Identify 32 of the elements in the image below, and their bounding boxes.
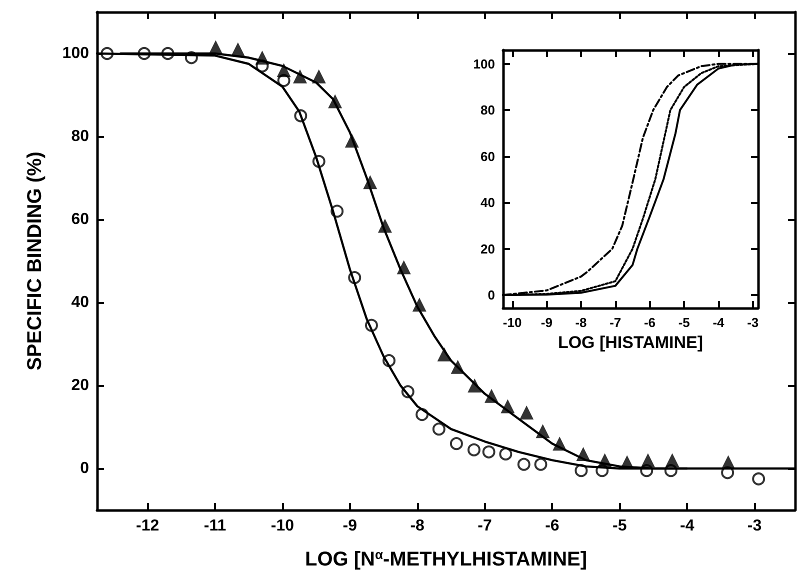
y-tick-label: 100: [473, 56, 495, 72]
x-tick-label: -7: [610, 315, 622, 330]
x-tick-label: -3: [747, 315, 759, 330]
y-tick-label: 80: [71, 128, 90, 145]
y-tick-label: 60: [480, 148, 495, 164]
x-tick-label: -9: [342, 518, 358, 534]
x-tick-label: -3: [747, 518, 762, 534]
y-tick-label: 60: [71, 211, 90, 228]
y-tick-label: 20: [71, 377, 90, 394]
y-tick-label: 0: [488, 288, 495, 303]
x-tick-label: -12: [136, 518, 160, 534]
x-tick-label: -10: [502, 315, 522, 330]
x-tick-label: -11: [204, 518, 226, 534]
x-tick-label: -6: [545, 518, 560, 534]
y-tick-label: 0: [80, 460, 90, 477]
y-tick-label: 20: [480, 241, 495, 256]
y-tick-label: 40: [480, 195, 495, 210]
x-tick-label: -8: [410, 518, 425, 534]
y-axis-title: SPECIFIC BINDING (%): [24, 152, 46, 370]
x-tick-label: -5: [612, 518, 627, 534]
x-tick-label: -9: [540, 315, 552, 330]
y-tick-label: 40: [71, 294, 90, 311]
x-tick-label: -4: [712, 315, 726, 330]
x-tick-label: -10: [270, 518, 294, 534]
x-axis-title: LOG [HISTAMINE]: [558, 332, 704, 352]
x-tick-label: -8: [575, 315, 587, 330]
y-tick-label: 80: [480, 102, 495, 118]
x-tick-label: -6: [644, 315, 656, 330]
x-tick-label: -4: [680, 518, 694, 534]
x-tick-label: -7: [478, 518, 492, 534]
x-tick-label: -5: [678, 315, 690, 330]
y-tick-label: 100: [62, 45, 90, 62]
